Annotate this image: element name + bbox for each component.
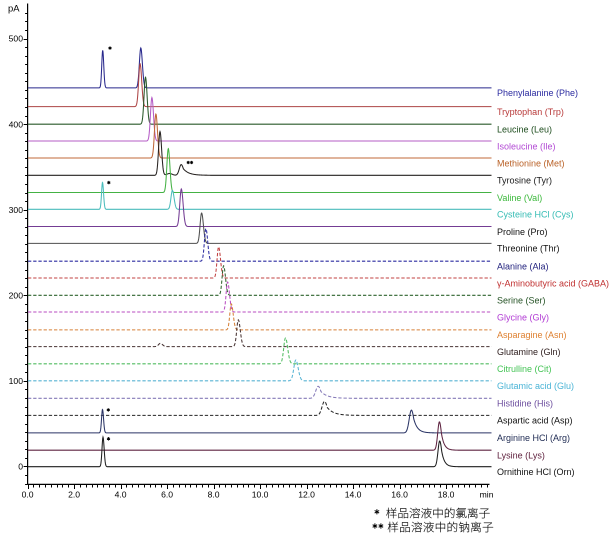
svg-text:Proline (Pro): Proline (Pro) bbox=[497, 227, 548, 237]
svg-text:Asparagine (Asn): Asparagine (Asn) bbox=[497, 330, 567, 340]
svg-text:Methionine (Met): Methionine (Met) bbox=[497, 158, 565, 168]
svg-text:Leucine (Leu): Leucine (Leu) bbox=[497, 125, 552, 135]
svg-text:Glutamine (Gln): Glutamine (Gln) bbox=[497, 347, 561, 357]
svg-text:2.0: 2.0 bbox=[68, 490, 80, 500]
svg-text:4.0: 4.0 bbox=[115, 490, 127, 500]
svg-text:14.0: 14.0 bbox=[345, 490, 362, 500]
svg-text:12.0: 12.0 bbox=[298, 490, 315, 500]
svg-text:Alanine (Ala): Alanine (Ala) bbox=[497, 262, 549, 272]
svg-text:Tyrosine (Tyr): Tyrosine (Tyr) bbox=[497, 176, 552, 186]
svg-text:6.0: 6.0 bbox=[161, 490, 173, 500]
svg-text:Isoleucine (Ile): Isoleucine (Ile) bbox=[497, 141, 556, 151]
svg-text:Valine (Val): Valine (Val) bbox=[497, 193, 542, 203]
svg-text:Glycine (Gly): Glycine (Gly) bbox=[497, 312, 549, 322]
svg-text:Lysine (Lys): Lysine (Lys) bbox=[497, 451, 545, 461]
svg-text:400: 400 bbox=[9, 119, 24, 129]
svg-text:Ornithine HCl (Orn): Ornithine HCl (Orn) bbox=[497, 467, 575, 477]
svg-text:Tryptophan (Trp): Tryptophan (Trp) bbox=[497, 107, 564, 117]
svg-text:Threonine (Thr): Threonine (Thr) bbox=[497, 244, 560, 254]
svg-text:Serine (Ser): Serine (Ser) bbox=[497, 296, 546, 306]
svg-text:500: 500 bbox=[9, 34, 24, 44]
svg-text:200: 200 bbox=[9, 290, 24, 300]
svg-text:0.0: 0.0 bbox=[22, 490, 34, 500]
svg-text:8.0: 8.0 bbox=[208, 490, 220, 500]
svg-text:100: 100 bbox=[9, 376, 24, 386]
svg-text:16.0: 16.0 bbox=[391, 490, 408, 500]
svg-text:Aspartic acid (Asp): Aspartic acid (Asp) bbox=[497, 416, 573, 426]
svg-text:Cysteine HCl (Cys): Cysteine HCl (Cys) bbox=[497, 210, 574, 220]
svg-text:pA: pA bbox=[8, 3, 20, 14]
svg-text:10.0: 10.0 bbox=[252, 490, 269, 500]
svg-text:18.0: 18.0 bbox=[438, 490, 455, 500]
svg-text:300: 300 bbox=[9, 205, 24, 215]
svg-text:0: 0 bbox=[18, 462, 23, 472]
svg-text:γ-Aminobutyric acid (GABA): γ-Aminobutyric acid (GABA) bbox=[497, 278, 609, 288]
svg-text:Glutamic acid (Glu): Glutamic acid (Glu) bbox=[497, 381, 574, 391]
svg-text:Arginine HCl (Arg): Arginine HCl (Arg) bbox=[497, 433, 570, 443]
svg-text:Histidine (His): Histidine (His) bbox=[497, 399, 553, 409]
svg-text:Citrulline (Cit): Citrulline (Cit) bbox=[497, 364, 552, 374]
svg-text:Phenylalanine (Phe): Phenylalanine (Phe) bbox=[497, 88, 578, 98]
svg-text:min: min bbox=[480, 490, 494, 500]
